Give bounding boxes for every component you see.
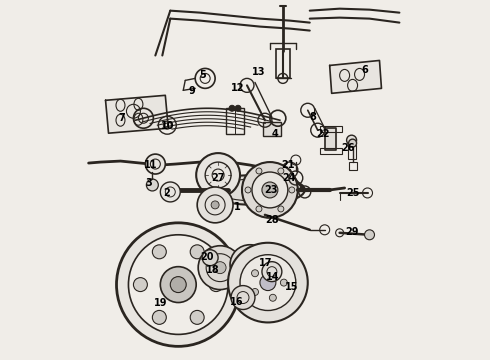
Circle shape [190, 310, 204, 324]
Text: 21: 21 [281, 160, 294, 170]
Circle shape [346, 135, 357, 145]
Circle shape [278, 168, 284, 174]
Text: 11: 11 [144, 160, 157, 170]
Circle shape [241, 267, 246, 272]
Text: 1: 1 [234, 202, 241, 212]
Bar [319, 126, 342, 132]
Circle shape [270, 264, 276, 271]
Circle shape [190, 245, 204, 259]
Circle shape [250, 255, 255, 260]
Circle shape [235, 105, 241, 111]
Text: 5: 5 [199, 71, 205, 80]
Circle shape [128, 235, 228, 334]
Circle shape [251, 270, 259, 277]
Text: 14: 14 [266, 272, 280, 282]
Circle shape [171, 276, 186, 293]
Circle shape [348, 139, 357, 147]
Circle shape [133, 278, 147, 292]
Circle shape [198, 246, 242, 289]
Circle shape [278, 206, 284, 212]
Text: 6: 6 [361, 66, 368, 76]
Circle shape [255, 262, 261, 267]
Text: 23: 23 [264, 185, 278, 195]
Text: 18: 18 [206, 265, 220, 275]
Circle shape [147, 179, 158, 191]
Circle shape [289, 187, 295, 193]
Text: 27: 27 [211, 173, 225, 183]
Text: 25: 25 [346, 188, 359, 198]
Ellipse shape [205, 175, 305, 205]
Polygon shape [325, 128, 336, 150]
Text: 28: 28 [265, 215, 279, 225]
Circle shape [146, 154, 165, 174]
Text: 9: 9 [189, 86, 196, 96]
Circle shape [230, 245, 270, 285]
Circle shape [256, 168, 262, 174]
Text: 13: 13 [252, 67, 266, 77]
Circle shape [202, 250, 218, 266]
Circle shape [211, 201, 219, 209]
Circle shape [160, 267, 196, 302]
Circle shape [231, 285, 255, 310]
Text: 24: 24 [282, 173, 295, 183]
Text: 29: 29 [345, 227, 358, 237]
Circle shape [117, 223, 240, 346]
Bar [348, 162, 357, 170]
Text: 3: 3 [145, 178, 152, 188]
Circle shape [242, 162, 298, 218]
Circle shape [280, 279, 287, 286]
Polygon shape [330, 60, 382, 93]
Circle shape [197, 187, 233, 223]
Circle shape [262, 182, 278, 198]
Bar [226, 108, 244, 134]
Bar [347, 145, 356, 159]
Bar [276, 49, 290, 78]
Circle shape [160, 182, 180, 202]
Text: 17: 17 [259, 258, 272, 268]
Text: 4: 4 [271, 129, 278, 139]
Circle shape [214, 262, 226, 274]
Polygon shape [105, 95, 168, 133]
Circle shape [256, 206, 262, 212]
Circle shape [229, 105, 235, 111]
Text: 10: 10 [161, 121, 174, 131]
Text: 22: 22 [316, 129, 329, 139]
Circle shape [152, 310, 166, 324]
Circle shape [240, 255, 296, 310]
Bar [319, 148, 342, 154]
Circle shape [152, 245, 166, 259]
Text: 26: 26 [341, 143, 354, 153]
Text: 16: 16 [230, 297, 244, 306]
Text: 2: 2 [163, 188, 170, 198]
Circle shape [228, 243, 308, 323]
Text: 19: 19 [153, 297, 167, 307]
Text: 8: 8 [309, 112, 316, 122]
Text: 15: 15 [285, 282, 298, 292]
Circle shape [250, 270, 255, 275]
Circle shape [270, 294, 276, 301]
Circle shape [262, 262, 282, 282]
Text: 12: 12 [231, 84, 245, 93]
Circle shape [245, 187, 251, 193]
Bar [263, 122, 281, 136]
Circle shape [251, 288, 259, 296]
Circle shape [365, 230, 374, 240]
Circle shape [196, 153, 240, 197]
Circle shape [252, 172, 288, 208]
Circle shape [241, 257, 246, 262]
Text: 20: 20 [200, 252, 214, 262]
Circle shape [209, 278, 223, 292]
Text: 7: 7 [118, 113, 125, 123]
Circle shape [260, 275, 276, 291]
